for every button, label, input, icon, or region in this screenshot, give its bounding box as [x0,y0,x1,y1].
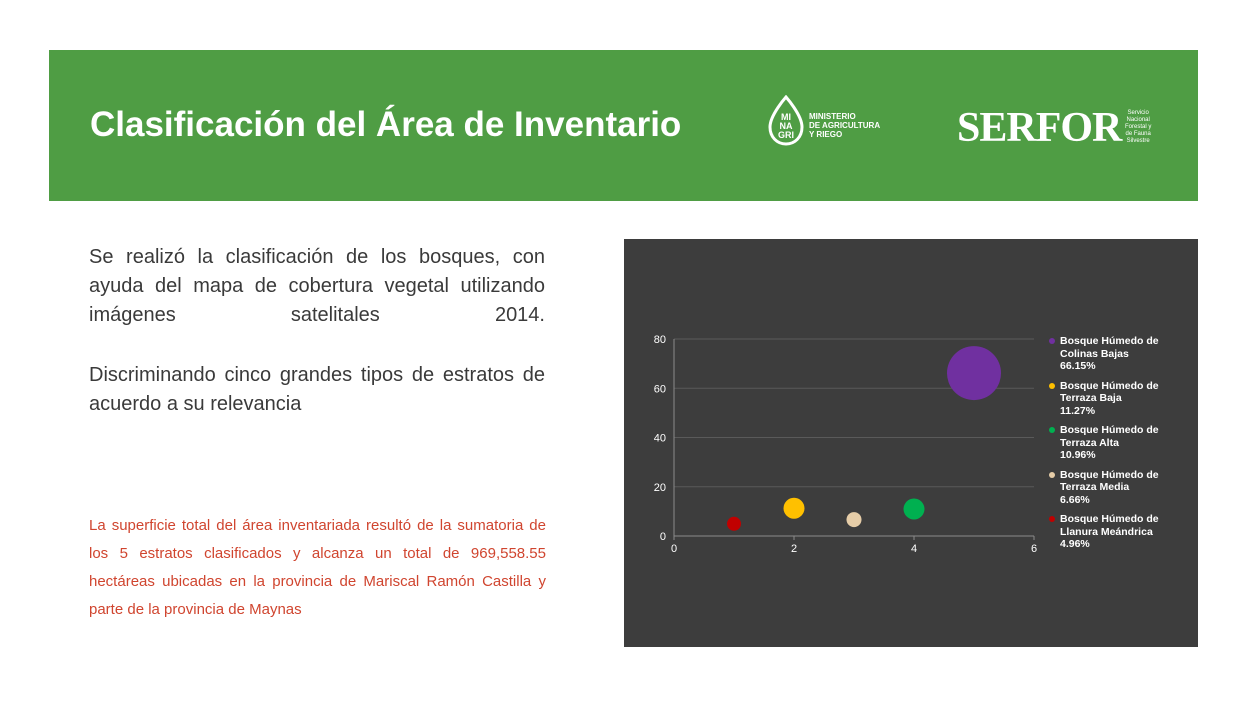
y-tick-label: 20 [654,482,666,494]
intro-paragraph: Se realizó la clasificación de los bosqu… [89,246,545,326]
x-tick-label: 0 [671,543,677,555]
serfor-subtitle: Servicio Nacional Forestal y de Fauna Si… [1125,110,1152,144]
chart-bubbles [727,346,1001,531]
bubble-point [783,497,805,519]
legend-item: Bosque Húmedo de Terraza Media 6.66% [1047,469,1187,507]
x-tick-label: 6 [1031,543,1037,555]
legend-label: Bosque Húmedo de Terraza Alta [1060,424,1159,449]
legend-marker-icon [1049,471,1055,478]
water-drop-icon [768,95,804,146]
legend-marker-icon [1049,382,1055,389]
legend-marker-icon [1049,427,1055,433]
legend-percentage: 4.96% [1060,538,1090,550]
total-area-note: La superficie total del área inventariad… [89,517,546,618]
y-tick-label: 40 [654,433,666,445]
legend-item: Bosque Húmedo de Colinas Bajas 66.15% [1047,335,1187,373]
legend-label: Bosque Húmedo de Colinas Bajas [1060,335,1159,360]
legend-label: Bosque Húmedo de Terraza Baja [1060,379,1159,405]
legend-marker-icon [1049,516,1055,522]
legend-percentage: 6.66% [1060,493,1090,506]
bubble-point [846,512,862,528]
header-banner: Clasificación del Área de Inventario MI … [49,50,1198,201]
bubble-point [727,516,741,531]
bubble-chart: 0 20 40 60 80 0 2 4 6 [654,334,1037,555]
page-title: Clasificación del Área de Inventario [90,105,682,144]
bubble-point [947,346,1001,401]
chart-tick-labels: 0 20 40 60 80 0 2 4 6 [654,334,1037,555]
legend-item: Bosque Húmedo de Llanura Meándrica 4.96% [1047,513,1187,551]
y-tick-label: 60 [654,383,666,395]
legend-percentage: 10.96% [1060,449,1096,461]
chart-axes [673,339,1035,540]
x-tick-label: 2 [791,543,797,555]
legend-percentage: 66.15% [1060,360,1096,372]
y-tick-label: 0 [660,531,666,543]
minagri-mark: MI NA GRI [777,112,794,140]
legend-item: Bosque Húmedo de Terraza Alta 10.96% [1047,424,1187,462]
bubble-point [903,498,925,520]
serfor-wordmark: SERFOR [957,105,1122,151]
serfor-logo: SERFOR Servicio Nacional Forestal y de F… [957,106,1157,150]
chart-legend: Bosque Húmedo de Colinas Bajas 66.15% Bosq… [1047,335,1187,558]
y-tick-label: 80 [654,334,666,346]
minagri-text: MINISTERIO DE AGRICULTURA Y RIEGO [809,112,881,139]
legend-item: Bosque Húmedo de Terraza Baja 11.27% [1047,380,1187,418]
legend-label: Bosque Húmedo de Llanura Meándrica [1060,513,1159,538]
minagri-logo: MI NA GRI MINISTERIO DE AGRICULTURA Y RI… [766,95,896,147]
legend-label: Bosque Húmedo de Terraza Media [1060,468,1159,494]
bubble-chart-panel: 0 20 40 60 80 0 2 4 6 Bosque Húmedo de Colinas B… [624,239,1198,647]
x-tick-label: 4 [911,543,917,555]
legend-percentage: 11.27% [1060,404,1096,417]
legend-marker-icon [1049,338,1055,344]
strata-paragraph: Discriminando cinco grandes tipos de est… [89,364,545,415]
